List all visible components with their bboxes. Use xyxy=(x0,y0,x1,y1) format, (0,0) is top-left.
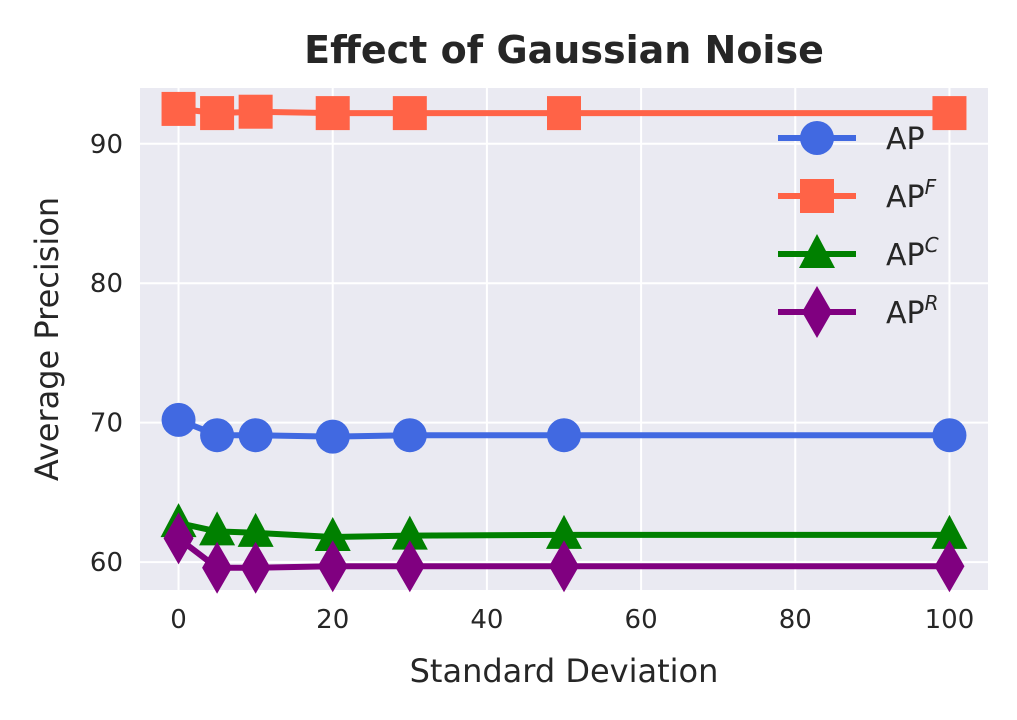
series-ap-point xyxy=(547,418,581,453)
series-ap-f xyxy=(161,91,967,131)
y-axis-label: Average Precision xyxy=(28,197,66,481)
series-ap-point xyxy=(161,402,196,437)
y-tick-label: 60 xyxy=(90,548,123,578)
series-ap-f-point xyxy=(161,91,196,126)
x-axis-label: Standard Deviation xyxy=(410,652,719,690)
x-tick-label: 80 xyxy=(779,605,812,635)
series-ap-point xyxy=(932,418,967,453)
series-ap-c-point xyxy=(546,514,582,549)
legend-superscript: F xyxy=(925,175,937,199)
series-ap-c-point xyxy=(391,515,428,550)
x-tick-labels: 0 20 40 60 80 100 xyxy=(170,605,974,635)
series-ap-f-point xyxy=(315,96,350,131)
series-ap xyxy=(161,402,967,454)
series-ap-point xyxy=(238,418,273,453)
series-ap-point xyxy=(392,418,427,453)
legend-marker xyxy=(800,121,834,155)
series-ap-f-point xyxy=(932,96,967,131)
y-tick-labels: 60 70 80 90 xyxy=(90,130,123,578)
series-ap-r-point xyxy=(549,540,579,593)
y-tick-label: 70 xyxy=(90,409,123,439)
series-ap-c-point xyxy=(314,517,351,552)
series-ap-r-point xyxy=(394,540,425,593)
legend-marker xyxy=(802,286,832,338)
legend-label: AP xyxy=(886,122,925,157)
x-tick-label: 20 xyxy=(316,605,349,635)
legend-superscript: C xyxy=(925,233,939,257)
series-ap-r-point xyxy=(317,540,348,593)
y-tick-label: 90 xyxy=(90,130,123,160)
plot-background xyxy=(140,88,988,590)
series-ap-r-point xyxy=(163,512,194,565)
series-ap-point xyxy=(200,418,235,453)
series-ap-point xyxy=(315,419,350,454)
series-ap-r xyxy=(163,512,965,594)
series-ap-c-point xyxy=(199,511,236,546)
series-ap-c-point xyxy=(931,514,968,549)
series-ap-r-point xyxy=(202,541,233,594)
series-ap-r-point xyxy=(934,540,965,593)
series-ap-f-point xyxy=(392,96,427,131)
grid xyxy=(140,88,988,590)
series-ap-f-point xyxy=(547,96,581,131)
series-ap-c-point xyxy=(237,512,274,547)
series-ap-f-point xyxy=(200,96,235,131)
x-tick-label: 100 xyxy=(925,605,975,635)
x-tick-label: 40 xyxy=(470,605,503,635)
legend-superscript: R xyxy=(925,291,939,315)
legend-item-ap: AP xyxy=(778,121,925,157)
chart-title: Effect of Gaussian Noise xyxy=(304,28,824,72)
legend-marker xyxy=(800,179,834,213)
x-tick-label: 0 xyxy=(170,605,187,635)
x-tick-label: 60 xyxy=(625,605,658,635)
series-ap-r-point xyxy=(240,541,271,594)
y-tick-label: 80 xyxy=(90,269,123,299)
series-ap-f-point xyxy=(238,94,273,129)
series-group xyxy=(160,91,968,594)
legend-item-ap-c: APC xyxy=(778,233,939,273)
legend-marker xyxy=(799,234,835,268)
